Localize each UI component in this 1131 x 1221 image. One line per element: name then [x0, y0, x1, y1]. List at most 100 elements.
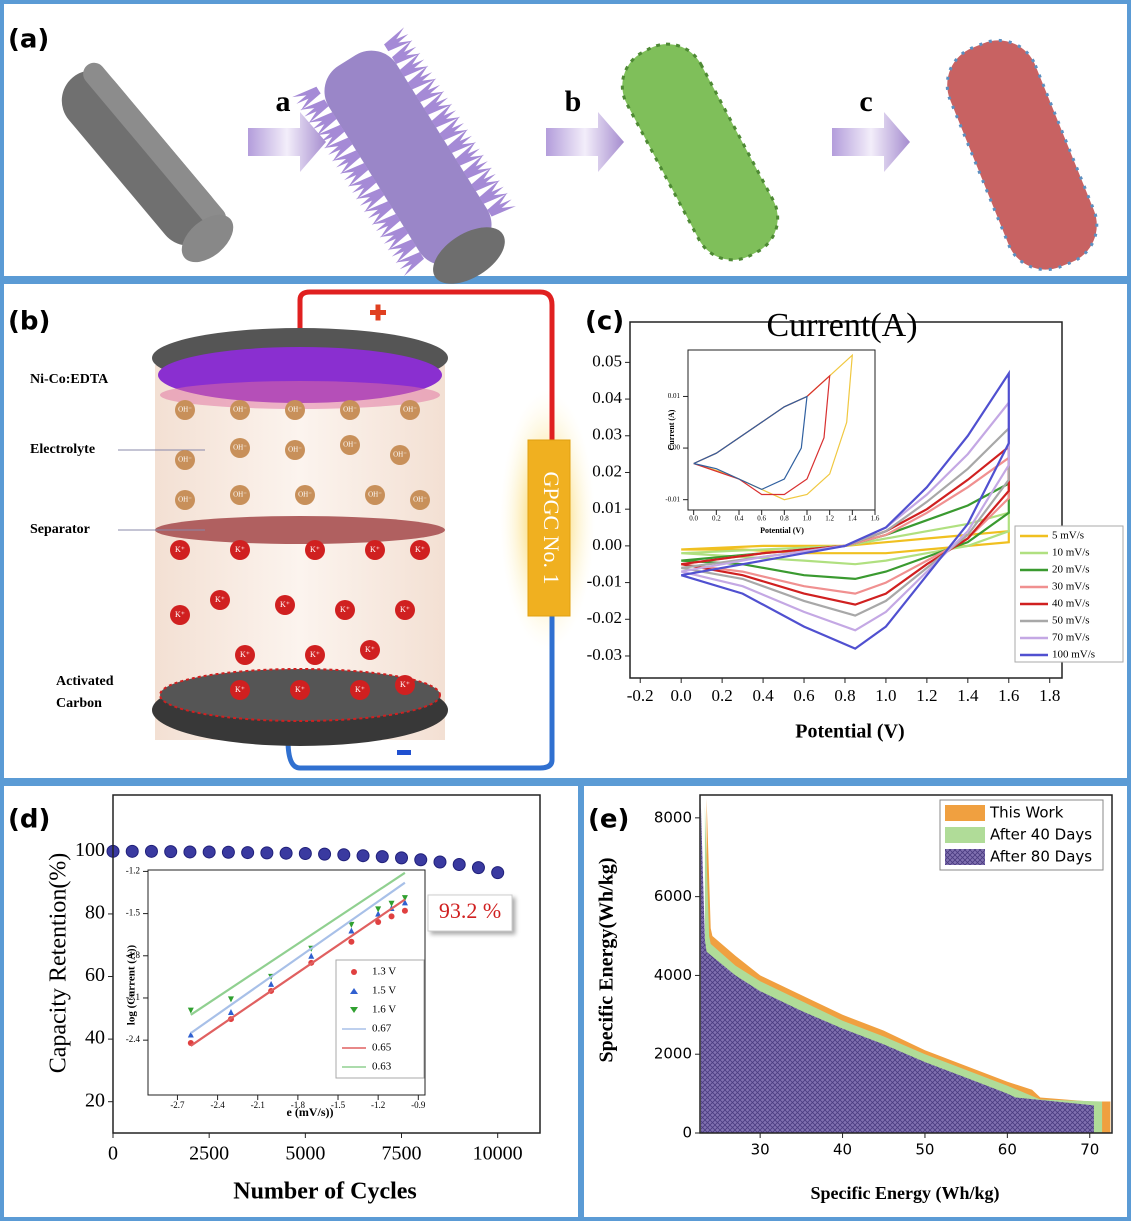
- ion-label: K⁺: [310, 545, 320, 554]
- annotation: 93.2 %: [439, 898, 501, 923]
- y-tick-label: 0.01: [592, 498, 622, 517]
- y-tick-label: -0.03: [587, 645, 622, 664]
- point: [357, 850, 369, 862]
- x-axis-label: Potential (V): [760, 526, 804, 535]
- y-axis-label: Specific Energy(Wh/kg): [596, 858, 618, 1063]
- ion-label: K⁺: [370, 545, 380, 554]
- x-tick-label: 0.8: [780, 515, 789, 523]
- x-tick-label: 0.6: [793, 686, 814, 705]
- x-tick-label: 70: [1080, 1141, 1099, 1159]
- legend-label: 40 mV/s: [1052, 598, 1090, 610]
- step-label: c: [859, 85, 872, 118]
- legend-label: After 80 Days: [990, 848, 1092, 866]
- x-axis-label: e (mV/s)): [287, 1105, 334, 1119]
- ion-label: K⁺: [340, 605, 350, 614]
- ion-label: OH⁻: [178, 456, 192, 464]
- x-tick-label: 1.6: [871, 515, 880, 523]
- ion-label: K⁺: [400, 605, 410, 614]
- cell-label: Separator: [30, 522, 90, 537]
- ion-label: K⁺: [355, 685, 365, 694]
- y-tick-label: 100: [75, 839, 105, 861]
- point: [319, 848, 331, 860]
- ion-label: K⁺: [175, 610, 185, 619]
- ion-label: OH⁻: [233, 491, 247, 499]
- ion-label: K⁺: [215, 595, 225, 604]
- x-tick-label: 2500: [189, 1143, 229, 1165]
- ion-label: OH⁻: [403, 406, 417, 414]
- y-tick-label: -0.02: [587, 608, 622, 627]
- y-tick-label: 8000: [654, 808, 692, 826]
- x-tick-label: 1.2: [825, 515, 834, 523]
- y-tick-label: -0.01: [587, 571, 622, 590]
- legend-label: 0.65: [372, 1042, 392, 1054]
- y-tick-label: 6000: [654, 887, 692, 905]
- step-label: a: [276, 85, 291, 118]
- y-tick-label: 2000: [654, 1045, 692, 1063]
- legend-swatch: [945, 827, 985, 843]
- ion-label: K⁺: [295, 685, 305, 694]
- ion-label: OH⁻: [178, 406, 192, 414]
- point: [348, 939, 354, 945]
- cell-label: Activated: [56, 674, 114, 689]
- legend-label: 1.5 V: [372, 985, 396, 997]
- point: [299, 848, 311, 860]
- ion-label: OH⁻: [178, 496, 192, 504]
- x-axis-label: Number of Cycles: [233, 1179, 417, 1205]
- point: [472, 862, 484, 874]
- panel-label: (d): [8, 805, 50, 835]
- ion-label: K⁺: [235, 685, 245, 694]
- point: [389, 913, 395, 919]
- inset-background: [688, 350, 875, 510]
- figure: (a)(b)(c)(d)(e)abcNi-Co:EDTAElectrolyteS…: [0, 0, 1131, 1221]
- x-tick-label: 1.6: [998, 686, 1019, 705]
- x-tick-label: -2.7: [170, 1100, 185, 1110]
- y-tick-label: 0.05: [592, 351, 622, 370]
- point: [492, 867, 504, 879]
- ion-label: OH⁻: [288, 446, 302, 454]
- ion-label: OH⁻: [343, 406, 357, 414]
- ion-label: OH⁻: [413, 496, 427, 504]
- point: [126, 845, 138, 857]
- x-tick-label: 0.8: [834, 686, 855, 705]
- ion-label: K⁺: [310, 650, 320, 659]
- x-tick-label: 0: [108, 1143, 118, 1165]
- rods-illustration: [50, 25, 1109, 309]
- x-tick-label: -2.4: [210, 1100, 225, 1110]
- point: [203, 846, 215, 858]
- legend-label: 10 mV/s: [1052, 547, 1090, 559]
- panel-label: (b): [8, 307, 50, 337]
- x-tick-label: 40: [833, 1141, 852, 1159]
- point: [402, 908, 408, 914]
- y-tick-label: 0.03: [592, 425, 622, 444]
- panel-label: (e): [588, 805, 629, 835]
- y-tick-label: -0.01: [665, 495, 680, 503]
- x-tick-label: -1.2: [371, 1100, 385, 1110]
- cell-label: Electrolyte: [30, 442, 95, 457]
- cell-illustration: [152, 292, 595, 768]
- ion-label: K⁺: [365, 645, 375, 654]
- ion-label: OH⁻: [233, 444, 247, 452]
- step-label: b: [565, 85, 582, 118]
- device-label: GPGC No. 1: [539, 471, 564, 584]
- y-tick-label: 0.01: [668, 392, 681, 400]
- point: [145, 845, 157, 857]
- x-tick-label: -2.1: [251, 1100, 265, 1110]
- x-tick-label: 0.2: [712, 515, 721, 523]
- point: [415, 854, 427, 866]
- ion-label: K⁺: [280, 600, 290, 609]
- y-tick-label: -1.2: [126, 865, 140, 875]
- y-tick-label: 20: [85, 1089, 105, 1111]
- x-tick-label: 0.0: [689, 515, 698, 523]
- ion-label: OH⁻: [343, 441, 357, 449]
- ion-label: OH⁻: [233, 406, 247, 414]
- x-tick-label: -0.9: [411, 1100, 426, 1110]
- point: [242, 847, 254, 859]
- ion-label: OH⁻: [368, 491, 382, 499]
- ion-label: K⁺: [400, 680, 410, 689]
- y-tick-label: 0.04: [592, 388, 622, 407]
- x-tick-label: 30: [751, 1141, 770, 1159]
- panel-label: (c): [585, 307, 624, 337]
- legend-label: 0.67: [372, 1023, 392, 1035]
- x-tick-label: 1.4: [957, 686, 979, 705]
- plot: [688, 350, 875, 510]
